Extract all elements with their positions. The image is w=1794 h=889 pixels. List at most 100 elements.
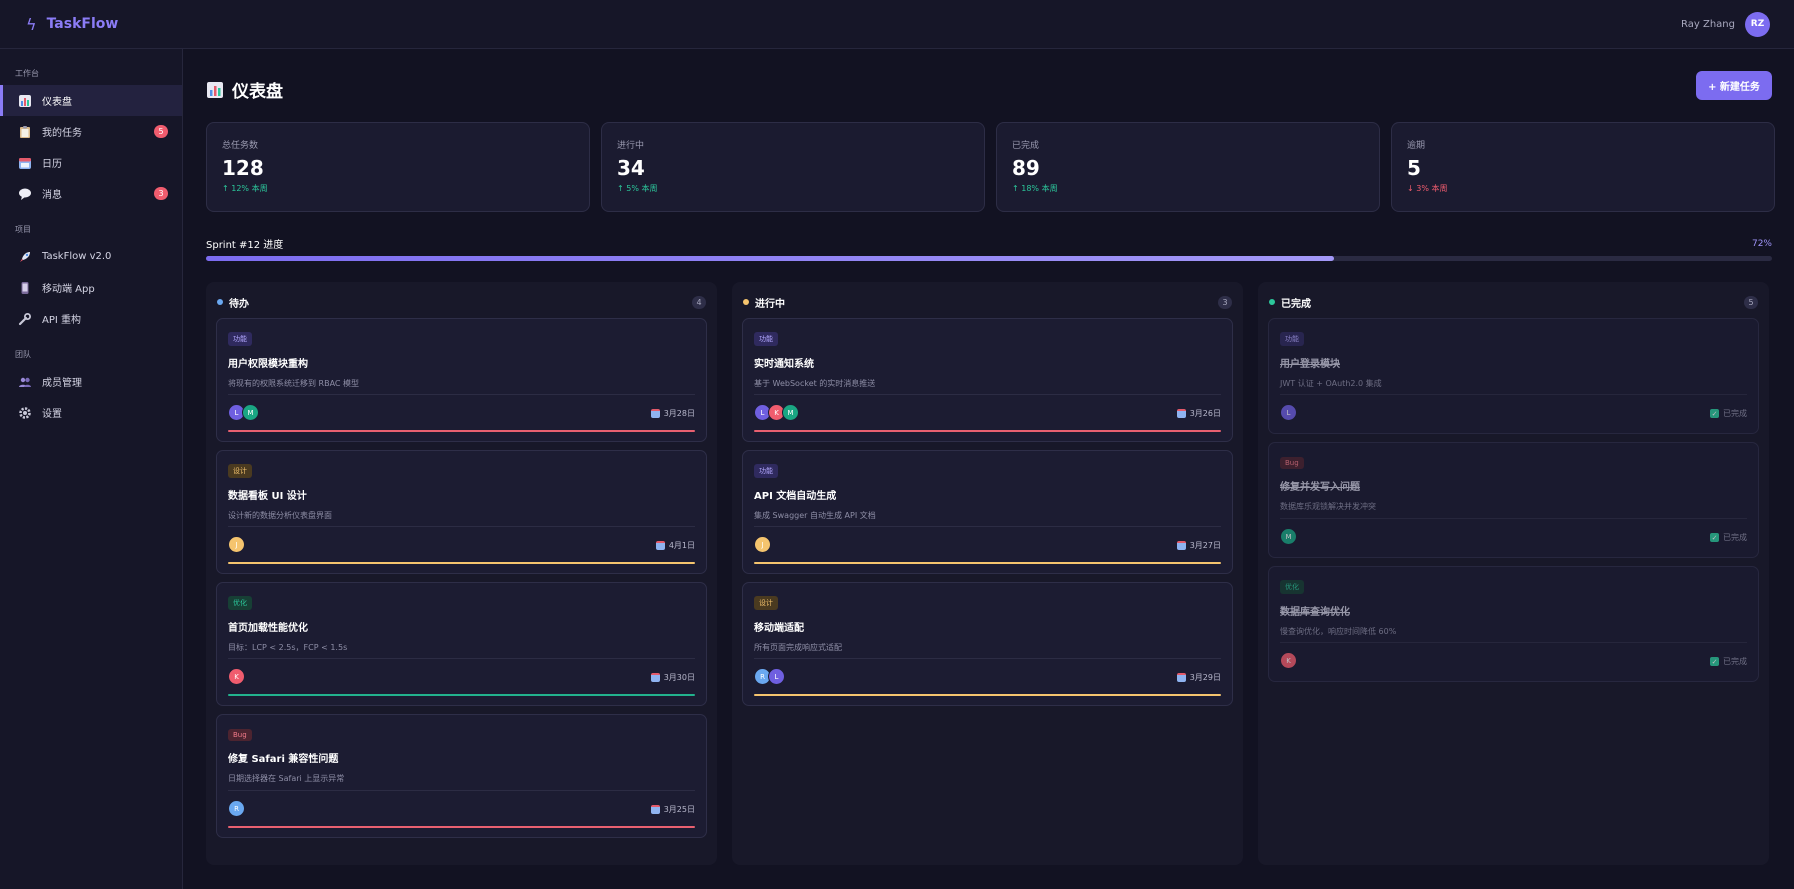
task-card[interactable]: Bug 修复 Safari 兼容性问题 日期选择器在 Safari 上显示异常 … [216, 714, 707, 838]
top-bar: ϟ TaskFlow Ray Zhang RZ [0, 0, 1794, 49]
sidebar: 工作台 仪表盘 我的任务 5 日历 消息 3 项目 TaskFlow v2.0 … [0, 49, 183, 889]
column-count: 3 [1218, 295, 1232, 309]
sidebar-item[interactable]: 我的任务 5 [0, 116, 182, 147]
column-header: 已完成 5 [1268, 294, 1759, 310]
task-description: JWT 认证 + OAuth2.0 集成 [1280, 379, 1382, 388]
avatar[interactable]: L [1280, 404, 1297, 421]
avatar[interactable]: RZ [1745, 11, 1770, 37]
sidebar-item-label: 移动端 App [42, 284, 95, 295]
avatar[interactable]: L [754, 404, 771, 421]
sidebar-item[interactable]: 设置 [0, 397, 182, 428]
task-title: 首页加载性能优化 [228, 623, 308, 634]
avatar[interactable]: J [754, 536, 771, 553]
assignees: K [228, 668, 245, 685]
avatar[interactable]: K [228, 668, 245, 685]
assignees: K [1280, 652, 1297, 669]
task-card[interactable]: 优化 数据库查询优化 慢查询优化，响应时间降低 60% K ✓ 已完成 [1268, 566, 1759, 682]
new-task-button[interactable]: + 新建任务 [1696, 71, 1772, 100]
badge: 3 [154, 187, 168, 200]
page-title: 仪表盘 [206, 77, 283, 102]
check-icon: ✓ [1710, 533, 1719, 542]
done-status: ✓ 已完成 [1710, 656, 1747, 667]
avatar[interactable]: L [768, 668, 785, 685]
avatar[interactable]: M [782, 404, 799, 421]
priority-bar [228, 430, 695, 432]
task-title: 移动端适配 [754, 623, 804, 634]
sidebar-item[interactable]: 移动端 App [0, 272, 182, 303]
avatar[interactable]: K [1280, 652, 1297, 669]
chart-icon [207, 81, 223, 98]
task-card[interactable]: 优化 首页加载性能优化 目标：LCP < 2.5s，FCP < 1.5s K 3… [216, 582, 707, 706]
task-tag: 设计 [228, 464, 252, 478]
stat-card: 已完成 89 ↑ 18% 本周 [996, 122, 1380, 212]
sidebar-item[interactable]: 仪表盘 [0, 85, 182, 116]
stat-label: 总任务数 [222, 141, 259, 151]
calendar-icon [18, 156, 32, 170]
task-card[interactable]: 设计 数据看板 UI 设计 设计新的数据分析仪表盘界面 J 4月1日 [216, 450, 707, 574]
due-date-text: 3月29日 [1189, 673, 1221, 682]
stat-trend: ↑ 12% 本周 [222, 184, 268, 193]
status-dot [1269, 299, 1275, 305]
due-date: 3月26日 [1176, 408, 1221, 419]
sidebar-item-label: 我的任务 [42, 128, 82, 139]
task-card[interactable]: 功能 用户登录模块 JWT 认证 + OAuth2.0 集成 L ✓ 已完成 [1268, 318, 1759, 434]
sidebar-item-label: API 重构 [42, 315, 81, 326]
sidebar-item[interactable]: TaskFlow v2.0 [0, 241, 182, 272]
done-status: ✓ 已完成 [1710, 408, 1747, 419]
divider [1280, 518, 1747, 519]
task-card[interactable]: 功能 API 文档自动生成 集成 Swagger 自动生成 API 文档 J 3… [742, 450, 1233, 574]
calendar-icon [1176, 409, 1186, 418]
avatar[interactable]: R [228, 800, 245, 817]
avatar[interactable]: M [1280, 528, 1297, 545]
sidebar-item[interactable]: API 重构 [0, 303, 182, 334]
task-title: API 文档自动生成 [754, 491, 837, 502]
column-title: 已完成 [1281, 298, 1311, 310]
assignees: L [1280, 404, 1297, 421]
done-status: ✓ 已完成 [1710, 532, 1747, 543]
status-text: 已完成 [1723, 533, 1747, 542]
user-menu[interactable]: Ray Zhang RZ [1681, 11, 1770, 37]
status-text: 已完成 [1723, 409, 1747, 418]
brand[interactable]: ϟ TaskFlow [26, 15, 118, 34]
column-header: 待办 4 [216, 294, 707, 310]
task-tag: 优化 [1280, 580, 1304, 594]
column-header: 进行中 3 [742, 294, 1233, 310]
task-title: 实时通知系统 [754, 359, 814, 370]
stat-value: 5 [1407, 156, 1421, 180]
stats-row: 总任务数 128 ↑ 12% 本周 进行中 34 ↑ 5% 本周 已完成 89 … [206, 122, 1775, 212]
due-date: 3月27日 [1176, 540, 1221, 551]
task-description: 目标：LCP < 2.5s，FCP < 1.5s [228, 643, 348, 652]
calendar-icon [1176, 541, 1186, 550]
task-description: 基于 WebSocket 的实时消息推送 [754, 379, 876, 388]
task-description: 集成 Swagger 自动生成 API 文档 [754, 511, 876, 520]
due-date-text: 3月27日 [1189, 541, 1221, 550]
assignees: M [1280, 528, 1297, 545]
sidebar-item[interactable]: 消息 3 [0, 178, 182, 209]
avatar[interactable]: J [228, 536, 245, 553]
divider [1280, 642, 1747, 643]
avatar[interactable]: R [754, 668, 771, 685]
task-description: 日期选择器在 Safari 上显示异常 [228, 774, 345, 783]
sidebar-item[interactable]: 日历 [0, 147, 182, 178]
stat-value: 34 [617, 156, 645, 180]
stat-label: 进行中 [617, 141, 645, 151]
task-description: 设计新的数据分析仪表盘界面 [228, 511, 332, 520]
avatar[interactable]: M [242, 404, 259, 421]
sidebar-item[interactable]: 成员管理 [0, 366, 182, 397]
column-title: 待办 [229, 298, 249, 310]
status-dot [217, 299, 223, 305]
sidebar-item-label: 仪表盘 [42, 97, 72, 108]
due-date-text: 3月26日 [1189, 409, 1221, 418]
sprint-title: Sprint #12 进度 [206, 240, 284, 251]
priority-bar [754, 430, 1221, 432]
priority-bar [754, 562, 1221, 564]
sidebar-item-label: TaskFlow v2.0 [42, 251, 112, 262]
task-card[interactable]: Bug 修复并发写入问题 数据库乐观锁解决并发冲突 M ✓ 已完成 [1268, 442, 1759, 558]
